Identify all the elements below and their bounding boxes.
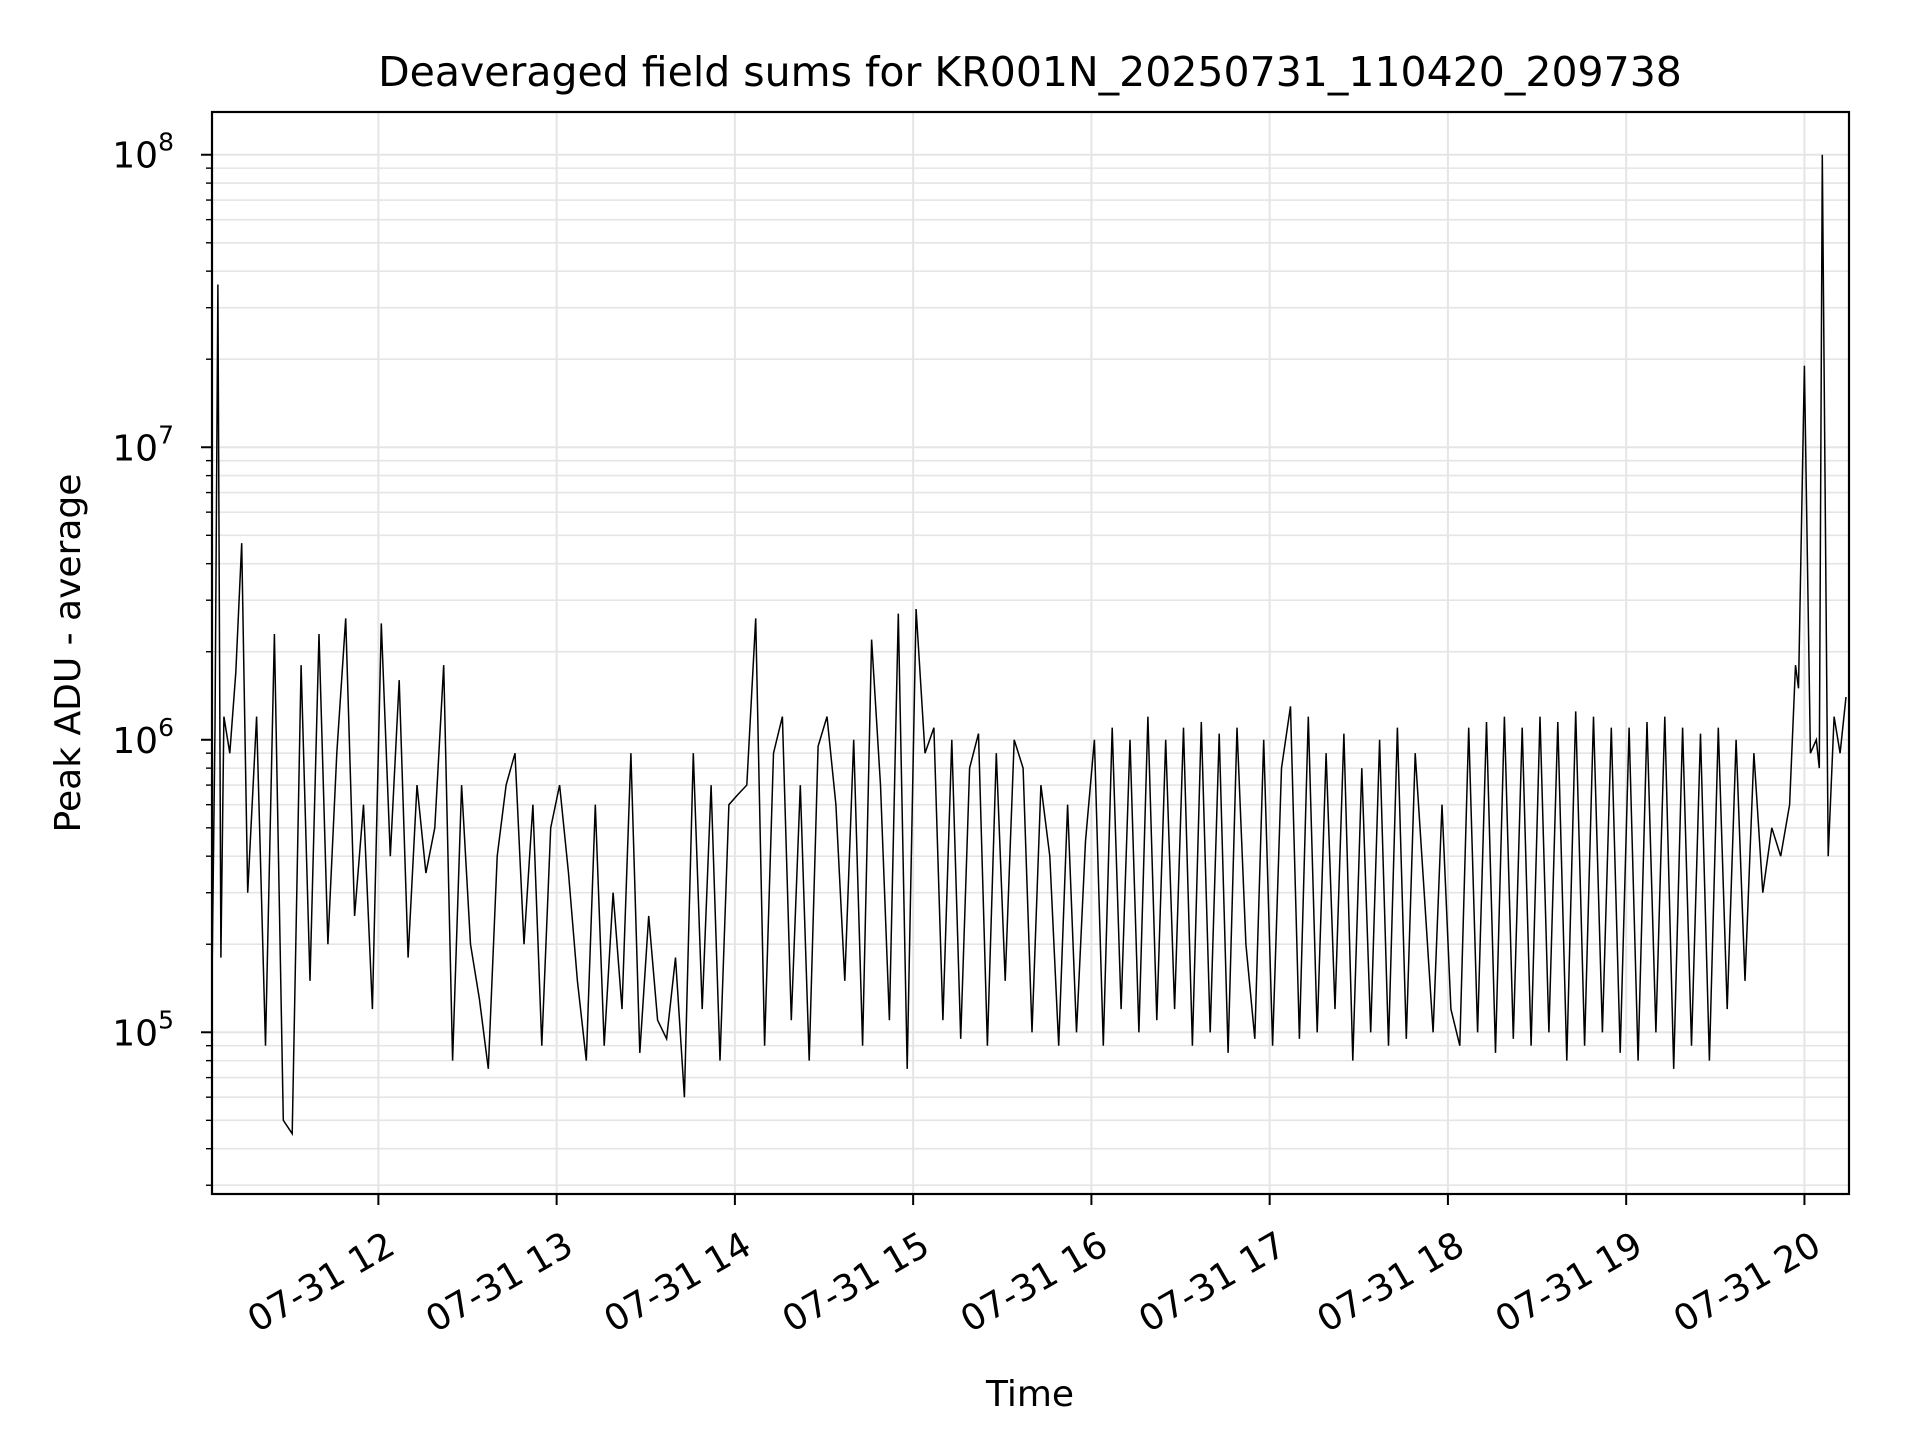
minor-grid: [212, 167, 1849, 1187]
y-tick-label: 106: [112, 713, 174, 762]
major-grid: [212, 112, 1849, 1194]
plot-frame: [210, 110, 1851, 1196]
y-axis-label: Peak ADU - average: [48, 474, 89, 833]
chart-title: Deaveraged field sums for KR001N_2025073…: [378, 48, 1682, 96]
y-tick-label: 105: [112, 1005, 174, 1054]
y-tick-label: 107: [112, 420, 174, 469]
series-layer: [211, 154, 1847, 1137]
x-axis-label: Time: [985, 1374, 1074, 1415]
y-axis: 105 106 107 108: [112, 128, 212, 1186]
series-line: [211, 154, 1847, 1137]
y-tick-label: 108: [112, 128, 174, 177]
